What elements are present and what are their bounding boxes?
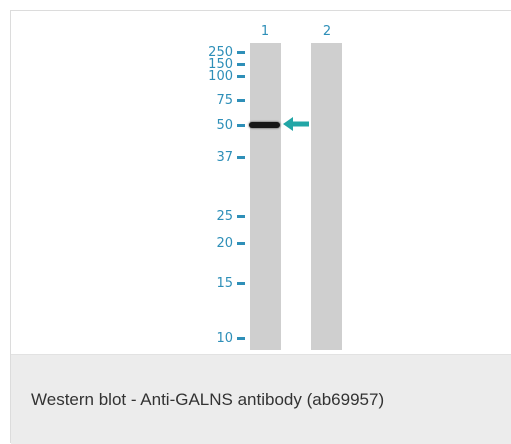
protein-band: [249, 122, 280, 128]
marker-tick-15: [237, 282, 245, 285]
marker-tick-250: [237, 51, 245, 54]
band-arrow-icon: [283, 117, 309, 131]
marker-tick-75: [237, 99, 245, 102]
marker-tick-50: [237, 124, 245, 127]
image-caption: Western blot - Anti-GALNS antibody (ab69…: [31, 390, 385, 409]
western-blot-image[interactable]: 1 2 250 150 100 75 50 37 25 20 15 10: [11, 11, 511, 354]
caption-bar: Western blot - Anti-GALNS antibody (ab69…: [11, 354, 511, 444]
lane-label-1: 1: [260, 24, 270, 39]
marker-label-250: 250: [208, 45, 233, 60]
marker-label-75: 75: [216, 93, 233, 108]
marker-label-150: 150: [208, 57, 233, 72]
marker-label-20: 20: [216, 236, 233, 251]
marker-label-10: 10: [216, 331, 233, 346]
lane-2: [311, 43, 342, 350]
marker-label-100: 100: [208, 69, 233, 84]
marker-label-15: 15: [216, 276, 233, 291]
marker-label-50: 50: [216, 118, 233, 133]
marker-tick-100: [237, 75, 245, 78]
marker-label-25: 25: [216, 209, 233, 224]
lane-label-2: 2: [322, 24, 332, 39]
marker-tick-20: [237, 242, 245, 245]
image-card: 1 2 250 150 100 75 50 37 25 20 15 10: [10, 10, 511, 444]
marker-tick-37: [237, 156, 245, 159]
marker-tick-25: [237, 215, 245, 218]
lane-1: [250, 43, 281, 350]
marker-label-37: 37: [216, 150, 233, 165]
marker-tick-10: [237, 337, 245, 340]
marker-tick-150: [237, 63, 245, 66]
